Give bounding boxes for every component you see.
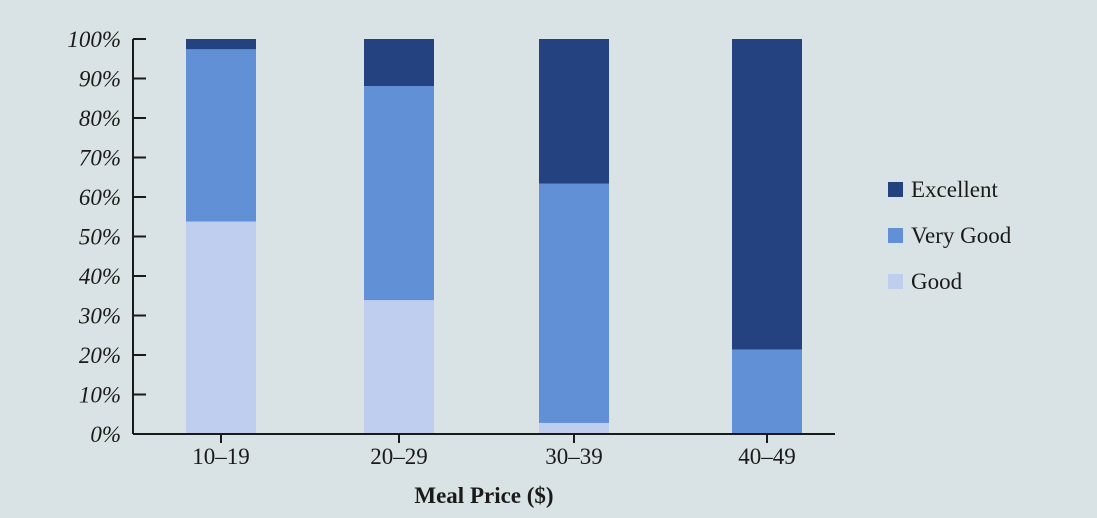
y-tick-label: 0% xyxy=(90,422,121,447)
x-categories-group: 10–19 20–29 30–39 40–49 xyxy=(192,434,796,469)
y-tick-label: 10% xyxy=(79,383,121,408)
bar-segment-excellent-4 xyxy=(732,39,802,350)
y-tick-label: 70% xyxy=(79,146,121,171)
bar-segment-good-2 xyxy=(364,300,434,434)
y-tick-label: 50% xyxy=(79,225,121,250)
x-category-label: 30–39 xyxy=(545,444,603,469)
legend-swatch-good xyxy=(888,274,903,289)
bar-segment-very-good-1 xyxy=(186,49,256,222)
legend-label-good: Good xyxy=(911,269,963,294)
y-tick-label: 80% xyxy=(79,106,121,131)
bars-group xyxy=(186,39,802,434)
y-tick-label: 90% xyxy=(79,67,121,92)
bar-segment-excellent-3 xyxy=(539,39,609,184)
legend-label-very-good: Very Good xyxy=(911,223,1012,248)
x-category-label: 40–49 xyxy=(738,444,796,469)
y-tick-label: 60% xyxy=(79,185,121,210)
bar-segment-very-good-3 xyxy=(539,183,609,423)
y-tick-label: 20% xyxy=(79,343,121,368)
bar-segment-very-good-2 xyxy=(364,86,434,301)
legend-swatch-excellent xyxy=(888,182,903,197)
x-axis-title: Meal Price ($) xyxy=(414,483,553,508)
bar-segment-good-3 xyxy=(539,422,609,434)
bar-segment-very-good-4 xyxy=(732,349,802,434)
y-tick-label: 40% xyxy=(79,264,121,289)
y-ticks-group: 0% 10% 20% 30% 40% 50% 60% 70% 80% 90% 100% xyxy=(67,27,146,447)
y-tick-label: 30% xyxy=(78,304,121,329)
x-category-label: 10–19 xyxy=(192,444,250,469)
bar-segment-good-1 xyxy=(186,221,256,434)
legend: Excellent Very Good Good xyxy=(888,177,1012,294)
bar-segment-excellent-1 xyxy=(186,39,256,50)
y-tick-label: 100% xyxy=(67,27,121,52)
legend-label-excellent: Excellent xyxy=(911,177,998,202)
x-category-label: 20–29 xyxy=(370,444,428,469)
bar-segment-excellent-2 xyxy=(364,39,434,87)
legend-swatch-very-good xyxy=(888,228,903,243)
